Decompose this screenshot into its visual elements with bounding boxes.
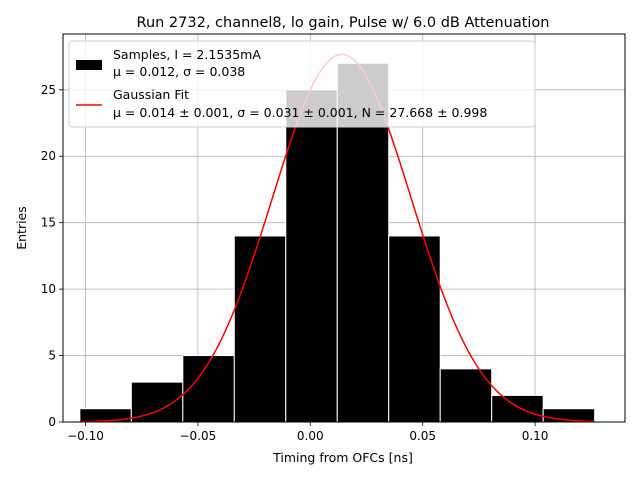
y-tick-label: 15	[41, 216, 56, 230]
x-axis-label: Timing from OFCs [ns]	[272, 450, 413, 465]
y-tick-label: 10	[41, 282, 56, 296]
legend: Samples, I = 2.1535mA μ = 0.012, σ = 0.0…	[68, 40, 536, 128]
y-tick-label: 20	[41, 149, 56, 163]
y-axis-label: Entries	[14, 206, 29, 250]
histogram-bar	[182, 355, 235, 423]
legend-box	[68, 40, 536, 128]
y-tick-label: 0	[48, 415, 56, 429]
x-tick-label: 0.05	[409, 429, 436, 443]
y-tick-label: 5	[48, 349, 56, 363]
x-tick-label: 0.10	[522, 429, 549, 443]
histogram-bar	[388, 235, 441, 423]
histogram-bar	[233, 235, 287, 423]
histogram-bar	[491, 394, 544, 423]
legend-fit-params: μ = 0.014 ± 0.001, σ = 0.031 ± 0.001, N …	[113, 105, 487, 120]
x-tick-label: −0.05	[179, 429, 216, 443]
legend-hist-stats: μ = 0.012, σ = 0.038	[113, 64, 245, 79]
y-axis-ticks: 0 5 10 15 20 25	[41, 83, 63, 429]
histogram-bar	[439, 368, 493, 423]
histogram-bar	[285, 89, 338, 423]
legend-hist-label: Samples, I = 2.1535mA	[113, 47, 261, 62]
legend-fit-label: Gaussian Fit	[113, 87, 189, 102]
y-tick-label: 25	[41, 83, 56, 97]
x-tick-label: 0.00	[297, 429, 324, 443]
legend-hist-swatch	[76, 60, 102, 70]
plot-frame	[62, 33, 626, 423]
x-tick-label: −0.10	[67, 429, 104, 443]
x-axis-ticks: −0.10 −0.05 0.00 0.05 0.10	[67, 422, 548, 443]
chart-title: Run 2732, channel8, lo gain, Pulse w/ 6.…	[137, 15, 550, 31]
